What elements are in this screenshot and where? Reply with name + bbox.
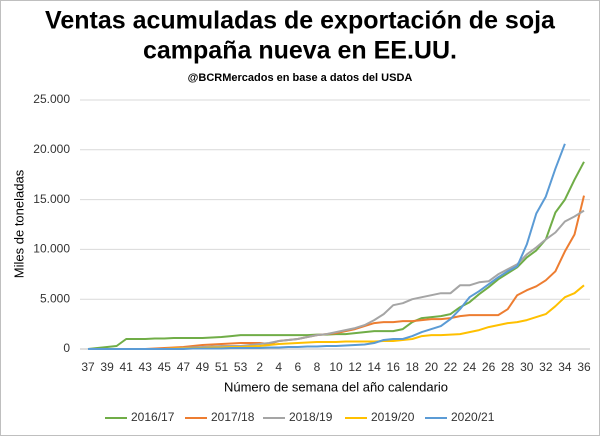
x-tick-label: 34 bbox=[558, 360, 572, 374]
y-tick-label: 15.000 bbox=[33, 192, 70, 206]
legend-label: 2018/19 bbox=[289, 410, 333, 424]
x-tick-label: 24 bbox=[463, 360, 477, 374]
x-tick-label: 2 bbox=[256, 360, 263, 374]
legend-label: 2016/17 bbox=[131, 410, 175, 424]
x-tick-label: 18 bbox=[406, 360, 420, 374]
x-tick-label: 12 bbox=[348, 360, 362, 374]
y-tick-label: 5.000 bbox=[40, 291, 70, 305]
x-tick-label: 26 bbox=[482, 360, 496, 374]
x-tick-label: 37 bbox=[81, 360, 95, 374]
x-tick-label: 49 bbox=[196, 360, 210, 374]
x-tick-label: 39 bbox=[100, 360, 114, 374]
chart-title: campaña nueva en EE.UU. bbox=[143, 37, 457, 65]
x-tick-label: 14 bbox=[367, 360, 381, 374]
x-tick-label: 36 bbox=[577, 360, 591, 374]
x-tick-label: 16 bbox=[387, 360, 401, 374]
legend-label: 2020/21 bbox=[451, 410, 495, 424]
chart-subtitle: @BCRMercados en base a datos del USDA bbox=[188, 72, 413, 84]
x-tick-label: 30 bbox=[520, 360, 534, 374]
y-tick-label: 0 bbox=[63, 341, 70, 355]
x-tick-label: 8 bbox=[314, 360, 321, 374]
legend-label: 2019/20 bbox=[371, 410, 415, 424]
x-tick-label: 10 bbox=[329, 360, 343, 374]
x-tick-label: 22 bbox=[444, 360, 458, 374]
y-tick-label: 20.000 bbox=[33, 142, 70, 156]
x-tick-label: 43 bbox=[139, 360, 153, 374]
x-tick-label: 20 bbox=[425, 360, 439, 374]
x-tick-label: 45 bbox=[158, 360, 172, 374]
x-tick-label: 6 bbox=[295, 360, 302, 374]
y-tick-label: 25.000 bbox=[33, 92, 70, 106]
series-line bbox=[88, 143, 566, 350]
legend-label: 2017/18 bbox=[211, 410, 255, 424]
x-tick-label: 32 bbox=[539, 360, 553, 374]
y-axis-label: Miles de toneladas bbox=[11, 169, 26, 278]
x-tick-label: 4 bbox=[275, 360, 282, 374]
x-tick-label: 28 bbox=[501, 360, 515, 374]
x-tick-label: 53 bbox=[234, 360, 248, 374]
x-tick-label: 47 bbox=[177, 360, 191, 374]
x-tick-label: 41 bbox=[119, 360, 133, 374]
x-tick-label: 51 bbox=[215, 360, 229, 374]
x-axis-label: Número de semana del año calendario bbox=[224, 379, 448, 394]
chart-title: Ventas acumuladas de exportación de soja bbox=[45, 7, 556, 35]
y-tick-label: 10.000 bbox=[33, 242, 70, 256]
